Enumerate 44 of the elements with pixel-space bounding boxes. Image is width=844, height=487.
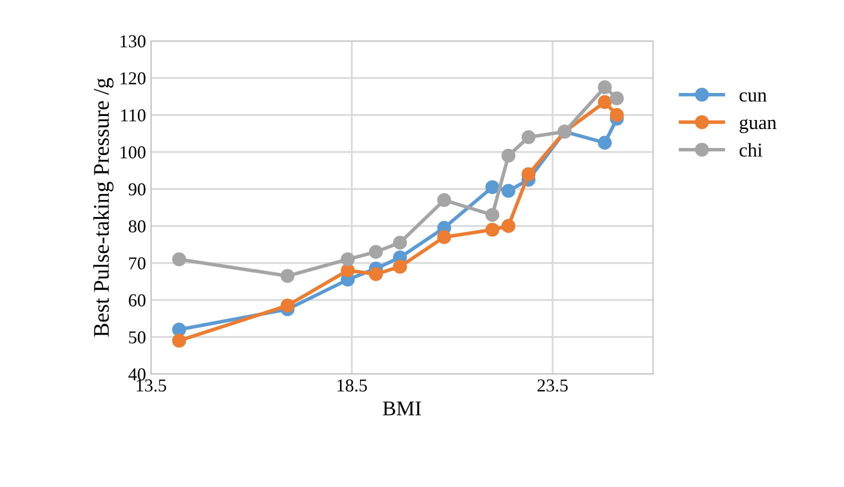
point	[437, 230, 452, 244]
legend-label: guan	[740, 118, 776, 134]
y-tick-label: 50	[129, 331, 146, 344]
x-axis-title: BMI	[382, 402, 421, 416]
y-tick-label: 60	[128, 294, 146, 306]
y-tick-label: 130	[120, 35, 146, 48]
y-tick-label: 100	[120, 146, 146, 158]
y-tick-label: 80	[128, 220, 146, 232]
point	[522, 130, 536, 144]
point	[368, 267, 383, 282]
legend-label: cun	[740, 92, 767, 102]
y-tick-label: 70	[129, 257, 146, 270]
point	[522, 167, 536, 182]
point	[340, 263, 355, 278]
point	[368, 244, 383, 259]
point	[280, 298, 294, 312]
y-tick-label: 40	[128, 368, 146, 380]
point	[501, 184, 516, 198]
point	[485, 180, 500, 194]
point	[610, 91, 624, 106]
point	[172, 322, 186, 337]
point	[485, 208, 500, 222]
point	[280, 269, 294, 283]
point	[598, 95, 612, 109]
point	[340, 252, 355, 266]
legend-label: chi	[740, 142, 762, 157]
point	[598, 136, 612, 150]
y-tick-label: 120	[120, 72, 146, 84]
y-tick-label: 110	[121, 109, 146, 122]
x-tick-label: 13.5	[136, 379, 166, 392]
x-tick-label: 18.5	[338, 379, 367, 392]
x-tick-label: 23.5	[538, 379, 568, 392]
point	[172, 252, 186, 266]
point	[598, 80, 612, 94]
point	[437, 193, 452, 208]
point	[610, 108, 624, 122]
point	[172, 334, 186, 348]
y-tick-label: 90	[128, 183, 146, 196]
point	[501, 148, 516, 163]
point	[501, 219, 516, 233]
y-axis-title: Best Pulse-taking Pressure /g	[93, 78, 114, 337]
point	[485, 222, 500, 237]
point	[393, 236, 407, 250]
point	[393, 260, 407, 274]
